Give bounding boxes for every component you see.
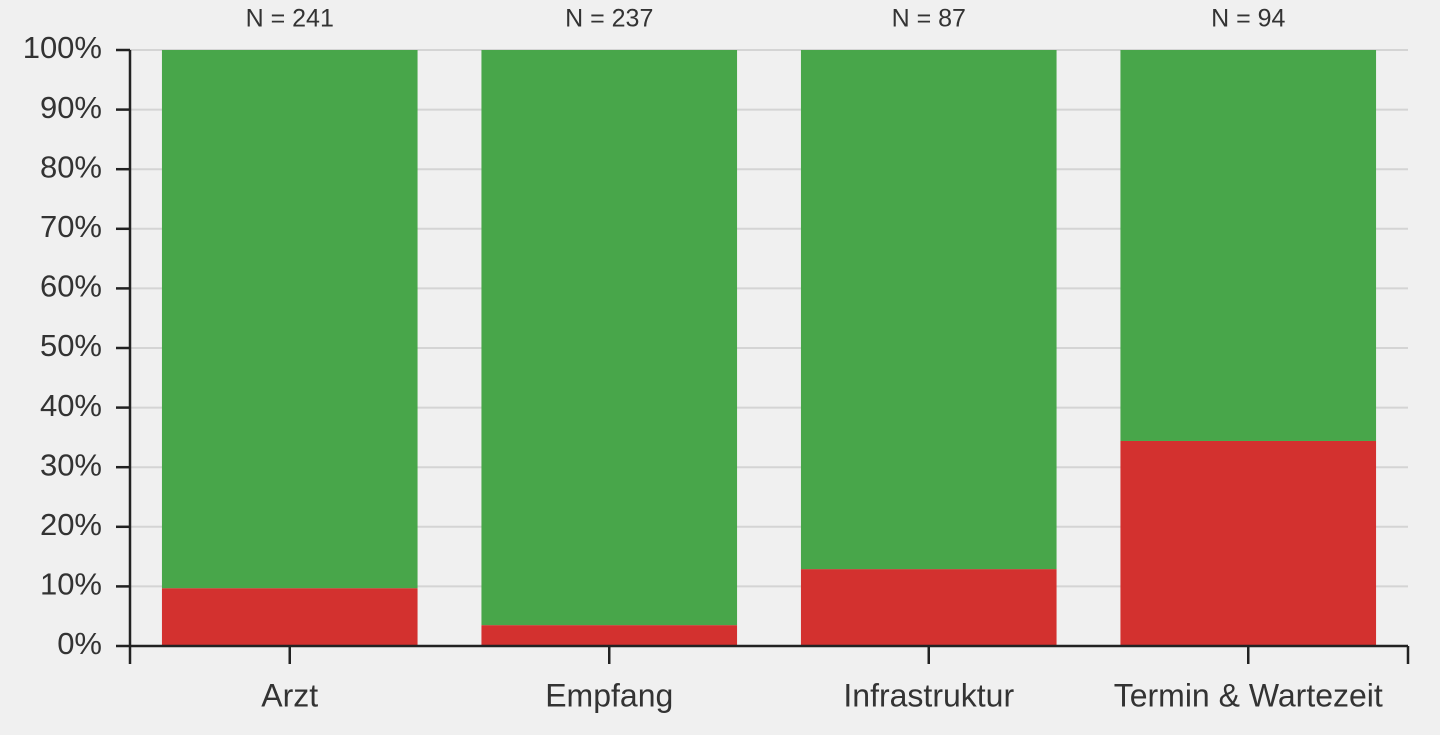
bar-annotation: N = 237 bbox=[565, 5, 653, 33]
bar-segment bbox=[1120, 50, 1377, 441]
x-tick-label: Infrastruktur bbox=[843, 677, 1014, 713]
y-tick-label: 30% bbox=[40, 447, 102, 482]
y-tick-label: 50% bbox=[40, 328, 102, 363]
bar-segment bbox=[481, 625, 738, 646]
x-tick-label: Termin & Wartezeit bbox=[1114, 677, 1383, 713]
y-tick-label: 70% bbox=[40, 209, 102, 244]
y-tick-label: 20% bbox=[40, 507, 102, 542]
y-tick-label: 40% bbox=[40, 388, 102, 423]
x-tick-label: Arzt bbox=[261, 677, 318, 713]
y-tick-label: 60% bbox=[40, 269, 102, 304]
bar-annotation: N = 241 bbox=[246, 5, 334, 33]
bar-annotation: N = 87 bbox=[892, 5, 966, 33]
bar-segment bbox=[800, 569, 1057, 646]
bar-segment bbox=[481, 50, 738, 626]
x-tick-label: Empfang bbox=[545, 677, 673, 713]
y-tick-label: 90% bbox=[40, 90, 102, 125]
bar-segment bbox=[161, 588, 418, 646]
y-tick-label: 80% bbox=[40, 149, 102, 184]
y-tick-label: 10% bbox=[40, 567, 102, 602]
bar-segment bbox=[161, 50, 418, 589]
y-tick-label: 100% bbox=[23, 30, 102, 65]
bar-annotation: N = 94 bbox=[1211, 5, 1285, 33]
bar-segment bbox=[800, 50, 1057, 570]
bar-segment bbox=[1120, 440, 1377, 646]
y-tick-label: 0% bbox=[57, 626, 102, 661]
